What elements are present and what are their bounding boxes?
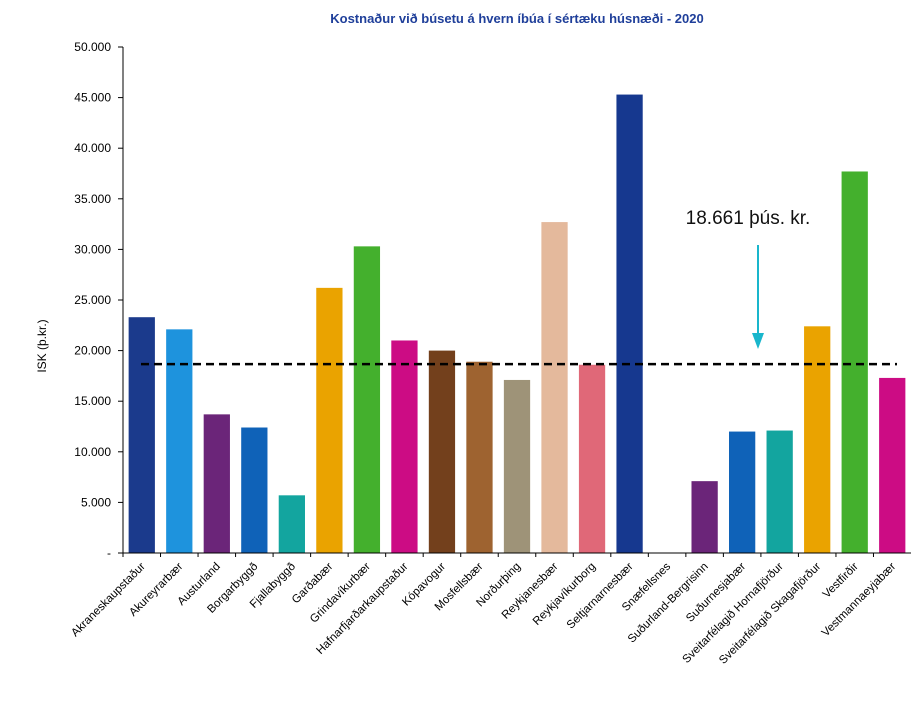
bar [203,414,230,553]
y-tick-label: 35.000 [74,192,111,206]
x-tick-label: Vestmannaeyjabær [820,561,899,640]
average-annotation: 18.661 þús. kr. [686,208,811,229]
y-tick-label: 10.000 [74,445,111,459]
bar [729,431,756,553]
x-tick-label: Akraneskaupstaður [69,561,148,640]
y-tick-label: 25.000 [74,293,111,307]
bar [691,481,718,553]
bar [241,427,268,553]
y-tick-label: 50.000 [74,40,111,54]
bar [316,287,343,553]
bar [353,246,381,554]
bar [879,377,906,553]
bar [503,379,531,553]
bar [616,94,643,553]
y-tick-label: 30.000 [74,242,111,256]
bar [541,222,568,553]
bar [278,495,305,553]
bars [128,94,906,554]
y-tick-label: 15.000 [74,394,111,408]
bar [804,326,831,553]
y-axis-label: ISK (þ.kr.) [35,319,49,372]
bar [466,361,493,553]
y-tick-label: 45.000 [74,91,111,105]
y-tick-label: - [107,546,111,560]
annotation-arrow [752,245,764,349]
chart-title: Kostnaður við búsetu á hvern íbúa í sért… [330,11,703,26]
x-axis: AkraneskaupstaðurAkureyrarbærAusturlandB… [69,552,911,667]
x-tick-label: Seltjarnarnesbær [565,561,636,632]
bar [766,430,793,553]
y-axis: 50.000 45.000 40.000 35.000 30.000 25.000 20.0… [74,40,124,560]
y-tick-label: 40.000 [74,141,111,155]
y-tick-label: 5.000 [81,495,111,509]
bar [841,171,868,554]
y-tick-label: 20.000 [74,344,111,358]
bar [578,364,606,553]
arrow-head [752,333,764,349]
bar [166,329,193,553]
bar [391,340,418,553]
bar [428,350,456,553]
bar [128,317,155,553]
